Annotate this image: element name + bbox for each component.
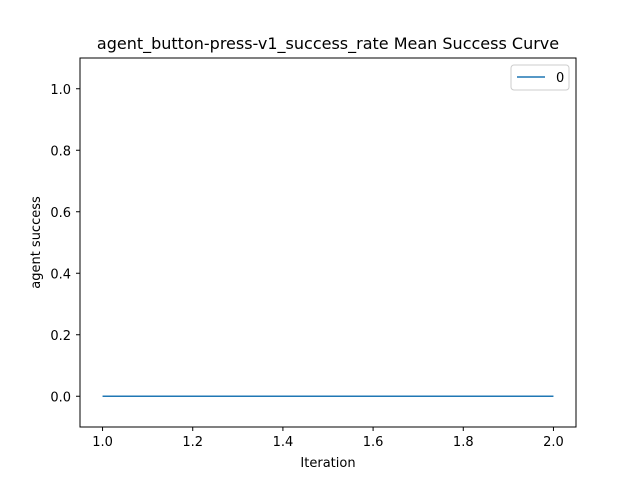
- y-axis: 0.0 0.2 0.4 0.6 0.8 1.0: [50, 83, 80, 405]
- x-tick-label: 1.2: [182, 435, 203, 450]
- y-tick-label: 0.4: [50, 267, 71, 282]
- x-tick-label: 2.0: [543, 435, 564, 450]
- y-tick-label: 0.0: [50, 390, 71, 405]
- legend: 0: [510, 64, 570, 91]
- x-tick-label: 1.6: [363, 435, 384, 450]
- plot-frame: [79, 57, 577, 428]
- y-axis-label: agent success: [29, 196, 44, 289]
- y-tick-label: 0.6: [50, 206, 71, 221]
- x-tick-label: 1.0: [92, 435, 113, 450]
- x-axis: 1.0 1.2 1.4 1.6 1.8 2.0: [92, 427, 564, 450]
- x-tick-label: 1.4: [273, 435, 294, 450]
- x-tick-label: 1.8: [453, 435, 474, 450]
- x-axis-label: Iteration: [300, 456, 355, 471]
- y-tick-label: 1.0: [50, 83, 71, 98]
- legend-entry-series-0: 0: [556, 71, 564, 86]
- y-tick-label: 0.8: [50, 144, 71, 159]
- chart-title: agent_button-press-v1_success_rate Mean …: [97, 34, 559, 54]
- y-tick-label: 0.2: [50, 329, 71, 344]
- plot-area: [80, 58, 576, 427]
